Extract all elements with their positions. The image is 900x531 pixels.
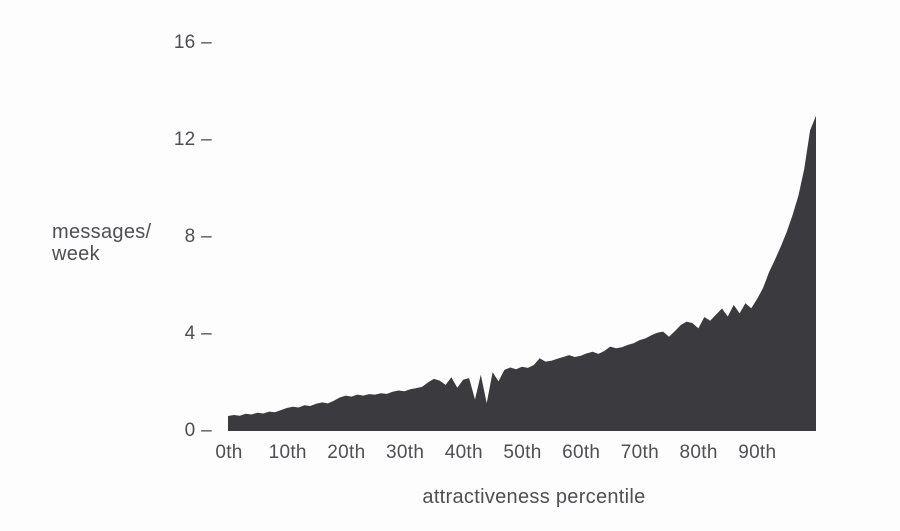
y-axis-title: messages/ week xyxy=(52,221,151,265)
y-tick-label: 16 – xyxy=(173,32,212,53)
y-tick-label: 0 – xyxy=(184,420,212,441)
y-axis-title-line-2: week xyxy=(52,243,100,265)
x-tick-label: 60th xyxy=(562,442,601,463)
x-tick-label: 70th xyxy=(620,442,659,463)
x-tick-label: 10th xyxy=(268,442,307,463)
x-tick-label: 90th xyxy=(738,442,777,463)
x-axis-title: attractiveness percentile xyxy=(422,486,646,508)
x-tick-label: 30th xyxy=(386,442,425,463)
x-tick-label: 40th xyxy=(444,442,483,463)
area-series-messages-per-week xyxy=(228,115,816,431)
y-tick-label: 12 – xyxy=(173,129,212,150)
x-tick-label: 20th xyxy=(327,442,366,463)
area-chart xyxy=(228,115,816,431)
x-tick-label: 80th xyxy=(679,442,718,463)
x-tick-label: 50th xyxy=(503,442,542,463)
y-axis-title-line-1: messages/ xyxy=(52,221,152,243)
y-tick-label: 4 – xyxy=(184,323,212,344)
x-tick-label: 0th xyxy=(215,442,243,463)
y-tick-label: 8 – xyxy=(184,226,212,247)
